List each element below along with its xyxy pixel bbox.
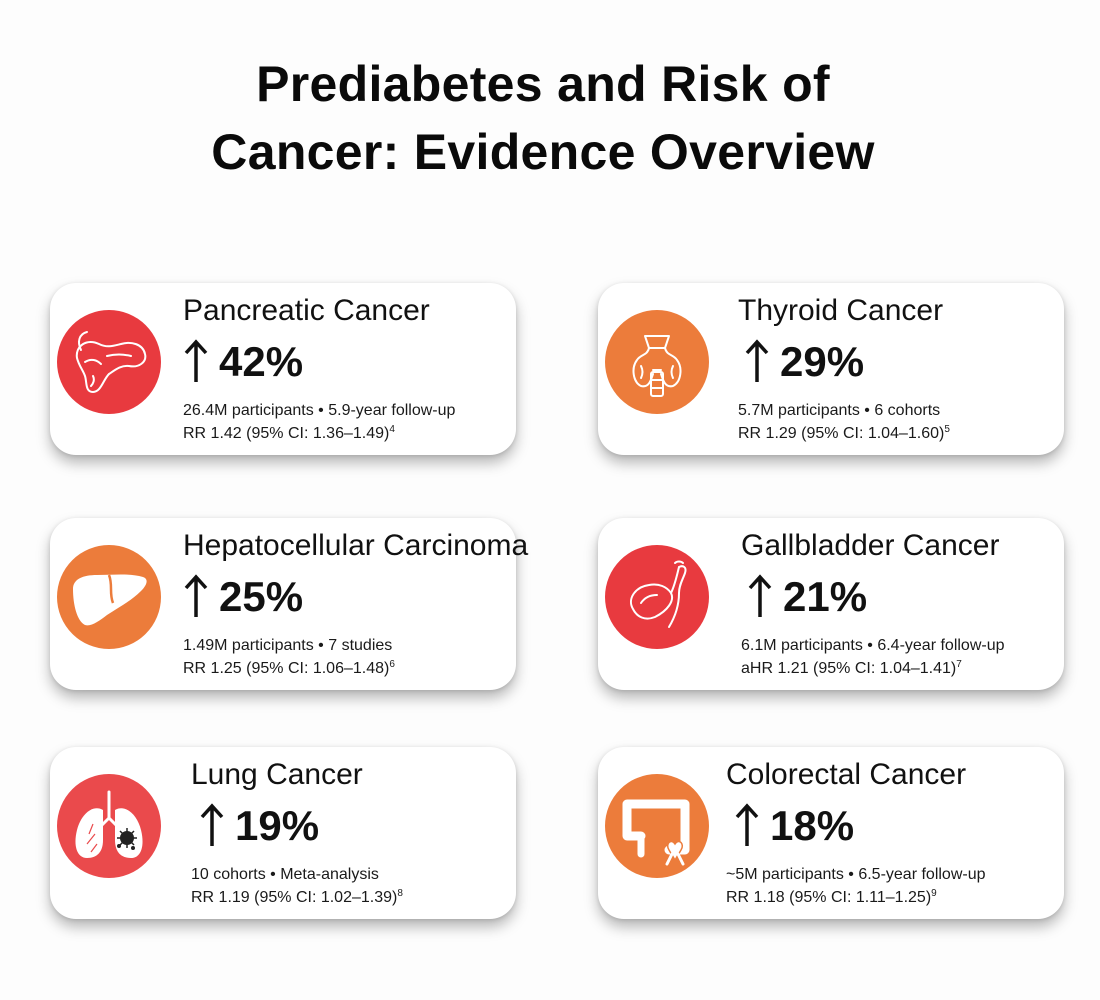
risk-percent: 25%: [219, 573, 304, 620]
card-hepatocellular-carcinoma: Hepatocellular Carcinoma 25% 1.49M parti…: [50, 518, 528, 690]
arrow-up-icon: [744, 339, 770, 385]
liver-icon: [57, 545, 161, 649]
card-thyroid-cancer: Thyroid Cancer 29% 5.7M participants • 6…: [598, 283, 1064, 455]
risk-increase: 19%: [199, 803, 403, 849]
reference-number: 9: [931, 888, 937, 899]
study-details: 1.49M participants • 7 studies: [183, 637, 393, 654]
risk-percent: 21%: [783, 573, 868, 620]
arrow-up-icon: [747, 574, 773, 620]
risk-ratio: RR 1.29 (95% CI: 1.04–1.60): [738, 425, 945, 442]
cancer-name: Hepatocellular Carcinoma: [183, 529, 529, 562]
arrow-up-icon: [734, 803, 760, 849]
risk-ratio: aHR 1.21 (95% CI: 1.04–1.41): [741, 660, 957, 677]
pancreas-icon: [57, 310, 161, 414]
risk-ratio-line: RR 1.29 (95% CI: 1.04–1.60)5: [738, 422, 950, 445]
cancer-name: Thyroid Cancer: [738, 294, 944, 327]
cancer-name: Lung Cancer: [191, 758, 363, 791]
cancer-name: Colorectal Cancer: [726, 758, 967, 791]
risk-ratio: RR 1.42 (95% CI: 1.36–1.49): [183, 425, 390, 442]
lungs-icon: [57, 774, 161, 878]
study-details: 6.1M participants • 6.4-year follow-up: [741, 637, 1005, 654]
study-details: 5.7M participants • 6 cohorts: [738, 402, 941, 419]
risk-ratio-line: RR 1.19 (95% CI: 1.02–1.39)8: [191, 886, 403, 909]
reference-number: 7: [956, 659, 962, 670]
card-colorectal-cancer: Colorectal Cancer 18% ~5M participants •…: [598, 747, 1064, 919]
arrow-up-icon: [199, 803, 225, 849]
risk-percent: 19%: [235, 802, 320, 849]
risk-increase: 29%: [744, 339, 950, 385]
risk-percent: 29%: [780, 338, 865, 385]
risk-ratio: RR 1.25 (95% CI: 1.06–1.48): [183, 660, 390, 677]
risk-increase: 21%: [747, 574, 1005, 620]
risk-percent: 42%: [219, 338, 304, 385]
card-gallbladder-cancer: Gallbladder Cancer 21% 6.1M participants…: [598, 518, 1064, 690]
risk-percent: 18%: [770, 802, 855, 849]
reference-number: 8: [397, 888, 403, 899]
card-lung-cancer: Lung Cancer 19% 10 cohorts • Meta-analys…: [50, 747, 516, 919]
gallbladder-icon: [605, 545, 709, 649]
arrow-up-icon: [183, 574, 209, 620]
arrow-up-icon: [183, 339, 209, 385]
reference-number: 6: [389, 659, 395, 670]
risk-ratio-line: RR 1.42 (95% CI: 1.36–1.49)4: [183, 422, 455, 445]
title-line-2: Cancer: Evidence Overview: [211, 124, 875, 180]
risk-ratio-line: RR 1.25 (95% CI: 1.06–1.48)6: [183, 657, 528, 680]
thyroid-icon: [605, 310, 709, 414]
risk-ratio-line: RR 1.18 (95% CI: 1.11–1.25)9: [726, 886, 986, 909]
title-line-1: Prediabetes and Risk of: [256, 56, 830, 112]
risk-ratio: RR 1.19 (95% CI: 1.02–1.39): [191, 889, 398, 906]
risk-ratio: RR 1.18 (95% CI: 1.11–1.25): [726, 889, 932, 906]
reference-number: 4: [389, 424, 395, 435]
study-details: ~5M participants • 6.5-year follow-up: [726, 866, 986, 883]
study-details: 10 cohorts • Meta-analysis: [191, 866, 379, 883]
reference-number: 5: [944, 424, 950, 435]
card-pancreatic-cancer: Pancreatic Cancer 42% 26.4M participants…: [50, 283, 516, 455]
study-details: 26.4M participants • 5.9-year follow-up: [183, 402, 456, 419]
cancer-name: Pancreatic Cancer: [183, 294, 430, 327]
risk-increase: 25%: [183, 574, 528, 620]
cancer-name: Gallbladder Cancer: [741, 529, 1000, 562]
risk-increase: 42%: [183, 339, 455, 385]
page-title: Prediabetes and Risk of Cancer: Evidence…: [0, 50, 1086, 186]
risk-increase: 18%: [734, 803, 986, 849]
colon-ribbon-icon: [605, 774, 709, 878]
risk-ratio-line: aHR 1.21 (95% CI: 1.04–1.41)7: [741, 657, 1005, 680]
